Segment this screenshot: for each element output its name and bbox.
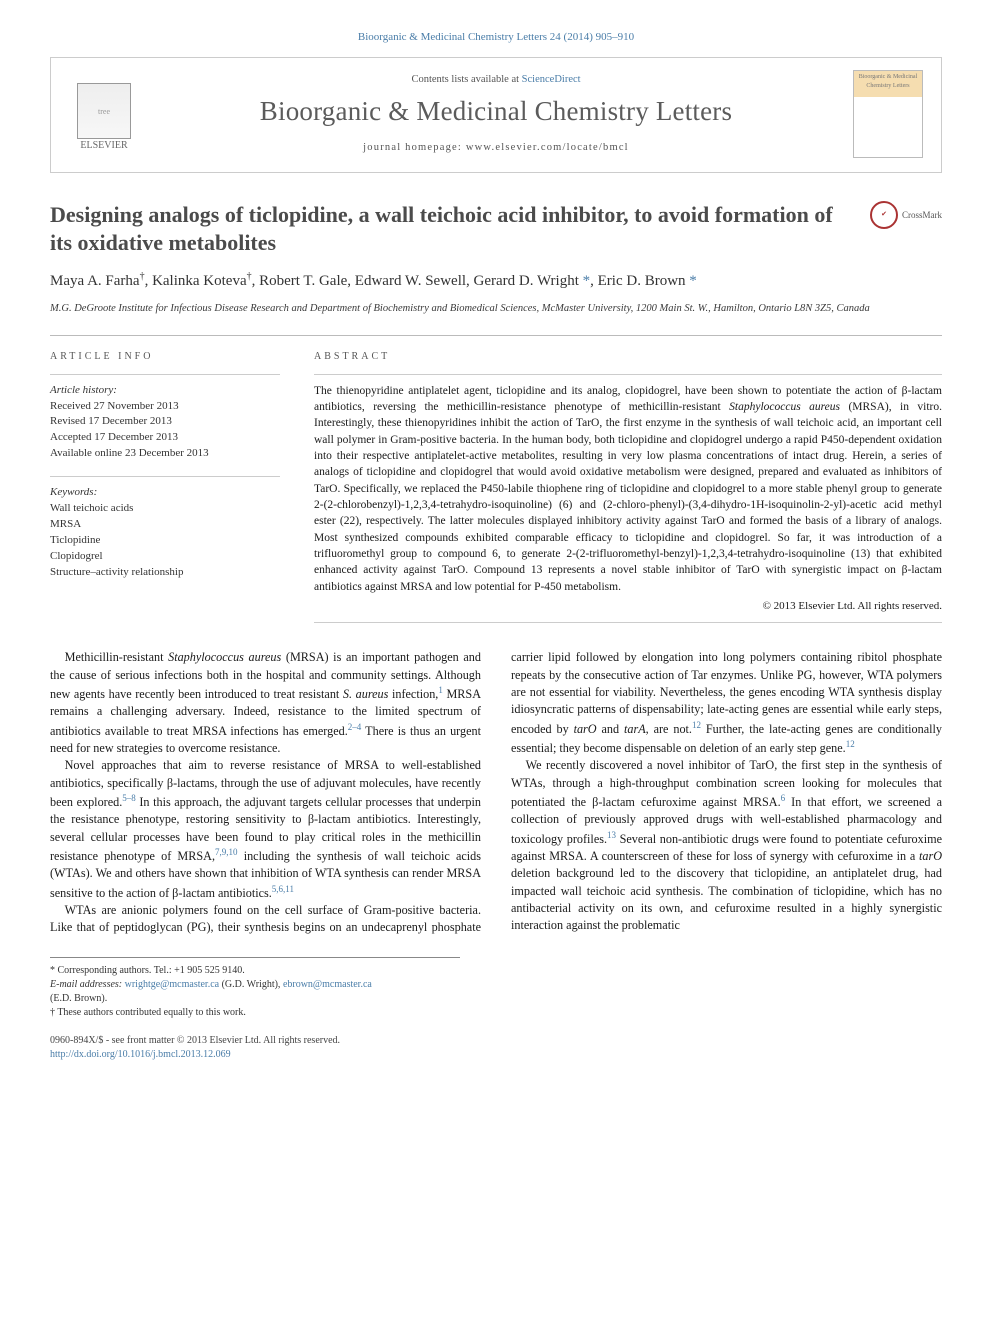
email-who: (G.D. Wright), <box>222 979 281 990</box>
keyword: Clopidogrel <box>50 550 103 562</box>
keyword: Structure–activity relationship <box>50 566 184 578</box>
keyword: Ticlopidine <box>50 534 100 546</box>
doi-link[interactable]: http://dx.doi.org/10.1016/j.bmcl.2013.12… <box>50 1049 231 1060</box>
body-paragraph: We recently discovered a novel inhibitor… <box>511 757 942 934</box>
corr-email-link[interactable]: wrightge@mcmaster.ca <box>125 979 219 990</box>
keywords-label: Keywords: <box>50 486 97 498</box>
journal-header: tree ELSEVIER Contents lists available a… <box>50 57 942 173</box>
front-matter-line: 0960-894X/$ - see front matter © 2013 El… <box>50 1034 942 1048</box>
crossmark-label: CrossMark <box>902 209 942 222</box>
publisher-logo: tree ELSEVIER <box>69 75 139 153</box>
doi-value: 10.1016/j.bmcl.2013.12.069 <box>118 1049 231 1060</box>
corresponding-note: * Corresponding authors. Tel.: +1 905 52… <box>50 964 460 978</box>
body-paragraph: Novel approaches that aim to reverse res… <box>50 757 481 902</box>
body-paragraph: Methicillin-resistant Staphylococcus aur… <box>50 649 481 757</box>
citation-bar: Bioorganic & Medicinal Chemistry Letters… <box>50 30 942 45</box>
homepage-line: journal homepage: www.elsevier.com/locat… <box>157 141 835 156</box>
abstract-text: The thienopyridine antiplatelet agent, t… <box>314 374 942 595</box>
article-title: Designing analogs of ticlopidine, a wall… <box>50 201 852 256</box>
keyword: Wall teichoic acids <box>50 502 133 514</box>
publisher-label: ELSEVIER <box>80 139 127 153</box>
crossmark-icon: ✔ <box>870 201 898 229</box>
authors-line: Maya A. Farha†, Kalinka Koteva†, Robert … <box>50 270 942 292</box>
info-heading: ARTICLE INFO <box>50 350 280 364</box>
abstract-column: ABSTRACT The thienopyridine antiplatelet… <box>314 350 942 624</box>
history-received: Received 27 November 2013 <box>50 400 179 412</box>
affiliation: M.G. DeGroote Institute for Infectious D… <box>50 302 942 316</box>
homepage-prefix: journal homepage: <box>363 142 466 153</box>
bottom-bar: 0960-894X/$ - see front matter © 2013 El… <box>50 1034 942 1062</box>
keyword: MRSA <box>50 518 81 530</box>
journal-cover-thumb: Bioorganic & Medicinal Chemistry Letters <box>853 70 923 158</box>
abstract-heading: ABSTRACT <box>314 350 942 364</box>
elsevier-tree-icon: tree <box>77 83 131 139</box>
corr-email-link[interactable]: ebrown@mcmaster.ca <box>283 979 372 990</box>
email-label: E-mail addresses: <box>50 979 122 990</box>
history-revised: Revised 17 December 2013 <box>50 415 172 427</box>
crossmark-badge[interactable]: ✔ CrossMark <box>870 201 942 229</box>
history-online: Available online 23 December 2013 <box>50 447 209 459</box>
contents-prefix: Contents lists available at <box>411 74 521 85</box>
doi-prefix: http://dx.doi.org/ <box>50 1049 118 1060</box>
journal-name: Bioorganic & Medicinal Chemistry Letters <box>157 93 835 131</box>
equal-contrib-note: † These authors contributed equally to t… <box>50 1006 460 1020</box>
contents-line: Contents lists available at ScienceDirec… <box>157 73 835 88</box>
body-text: Methicillin-resistant Staphylococcus aur… <box>50 649 942 937</box>
homepage-url[interactable]: www.elsevier.com/locate/bmcl <box>466 142 629 153</box>
article-info-column: ARTICLE INFO Article history: Received 2… <box>50 350 280 624</box>
abstract-copyright: © 2013 Elsevier Ltd. All rights reserved… <box>314 599 942 623</box>
history-label: Article history: <box>50 384 117 396</box>
sciencedirect-link[interactable]: ScienceDirect <box>522 74 581 85</box>
footnotes: * Corresponding authors. Tel.: +1 905 52… <box>50 957 460 1020</box>
history-accepted: Accepted 17 December 2013 <box>50 431 178 443</box>
email-who: (E.D. Brown). <box>50 992 460 1006</box>
